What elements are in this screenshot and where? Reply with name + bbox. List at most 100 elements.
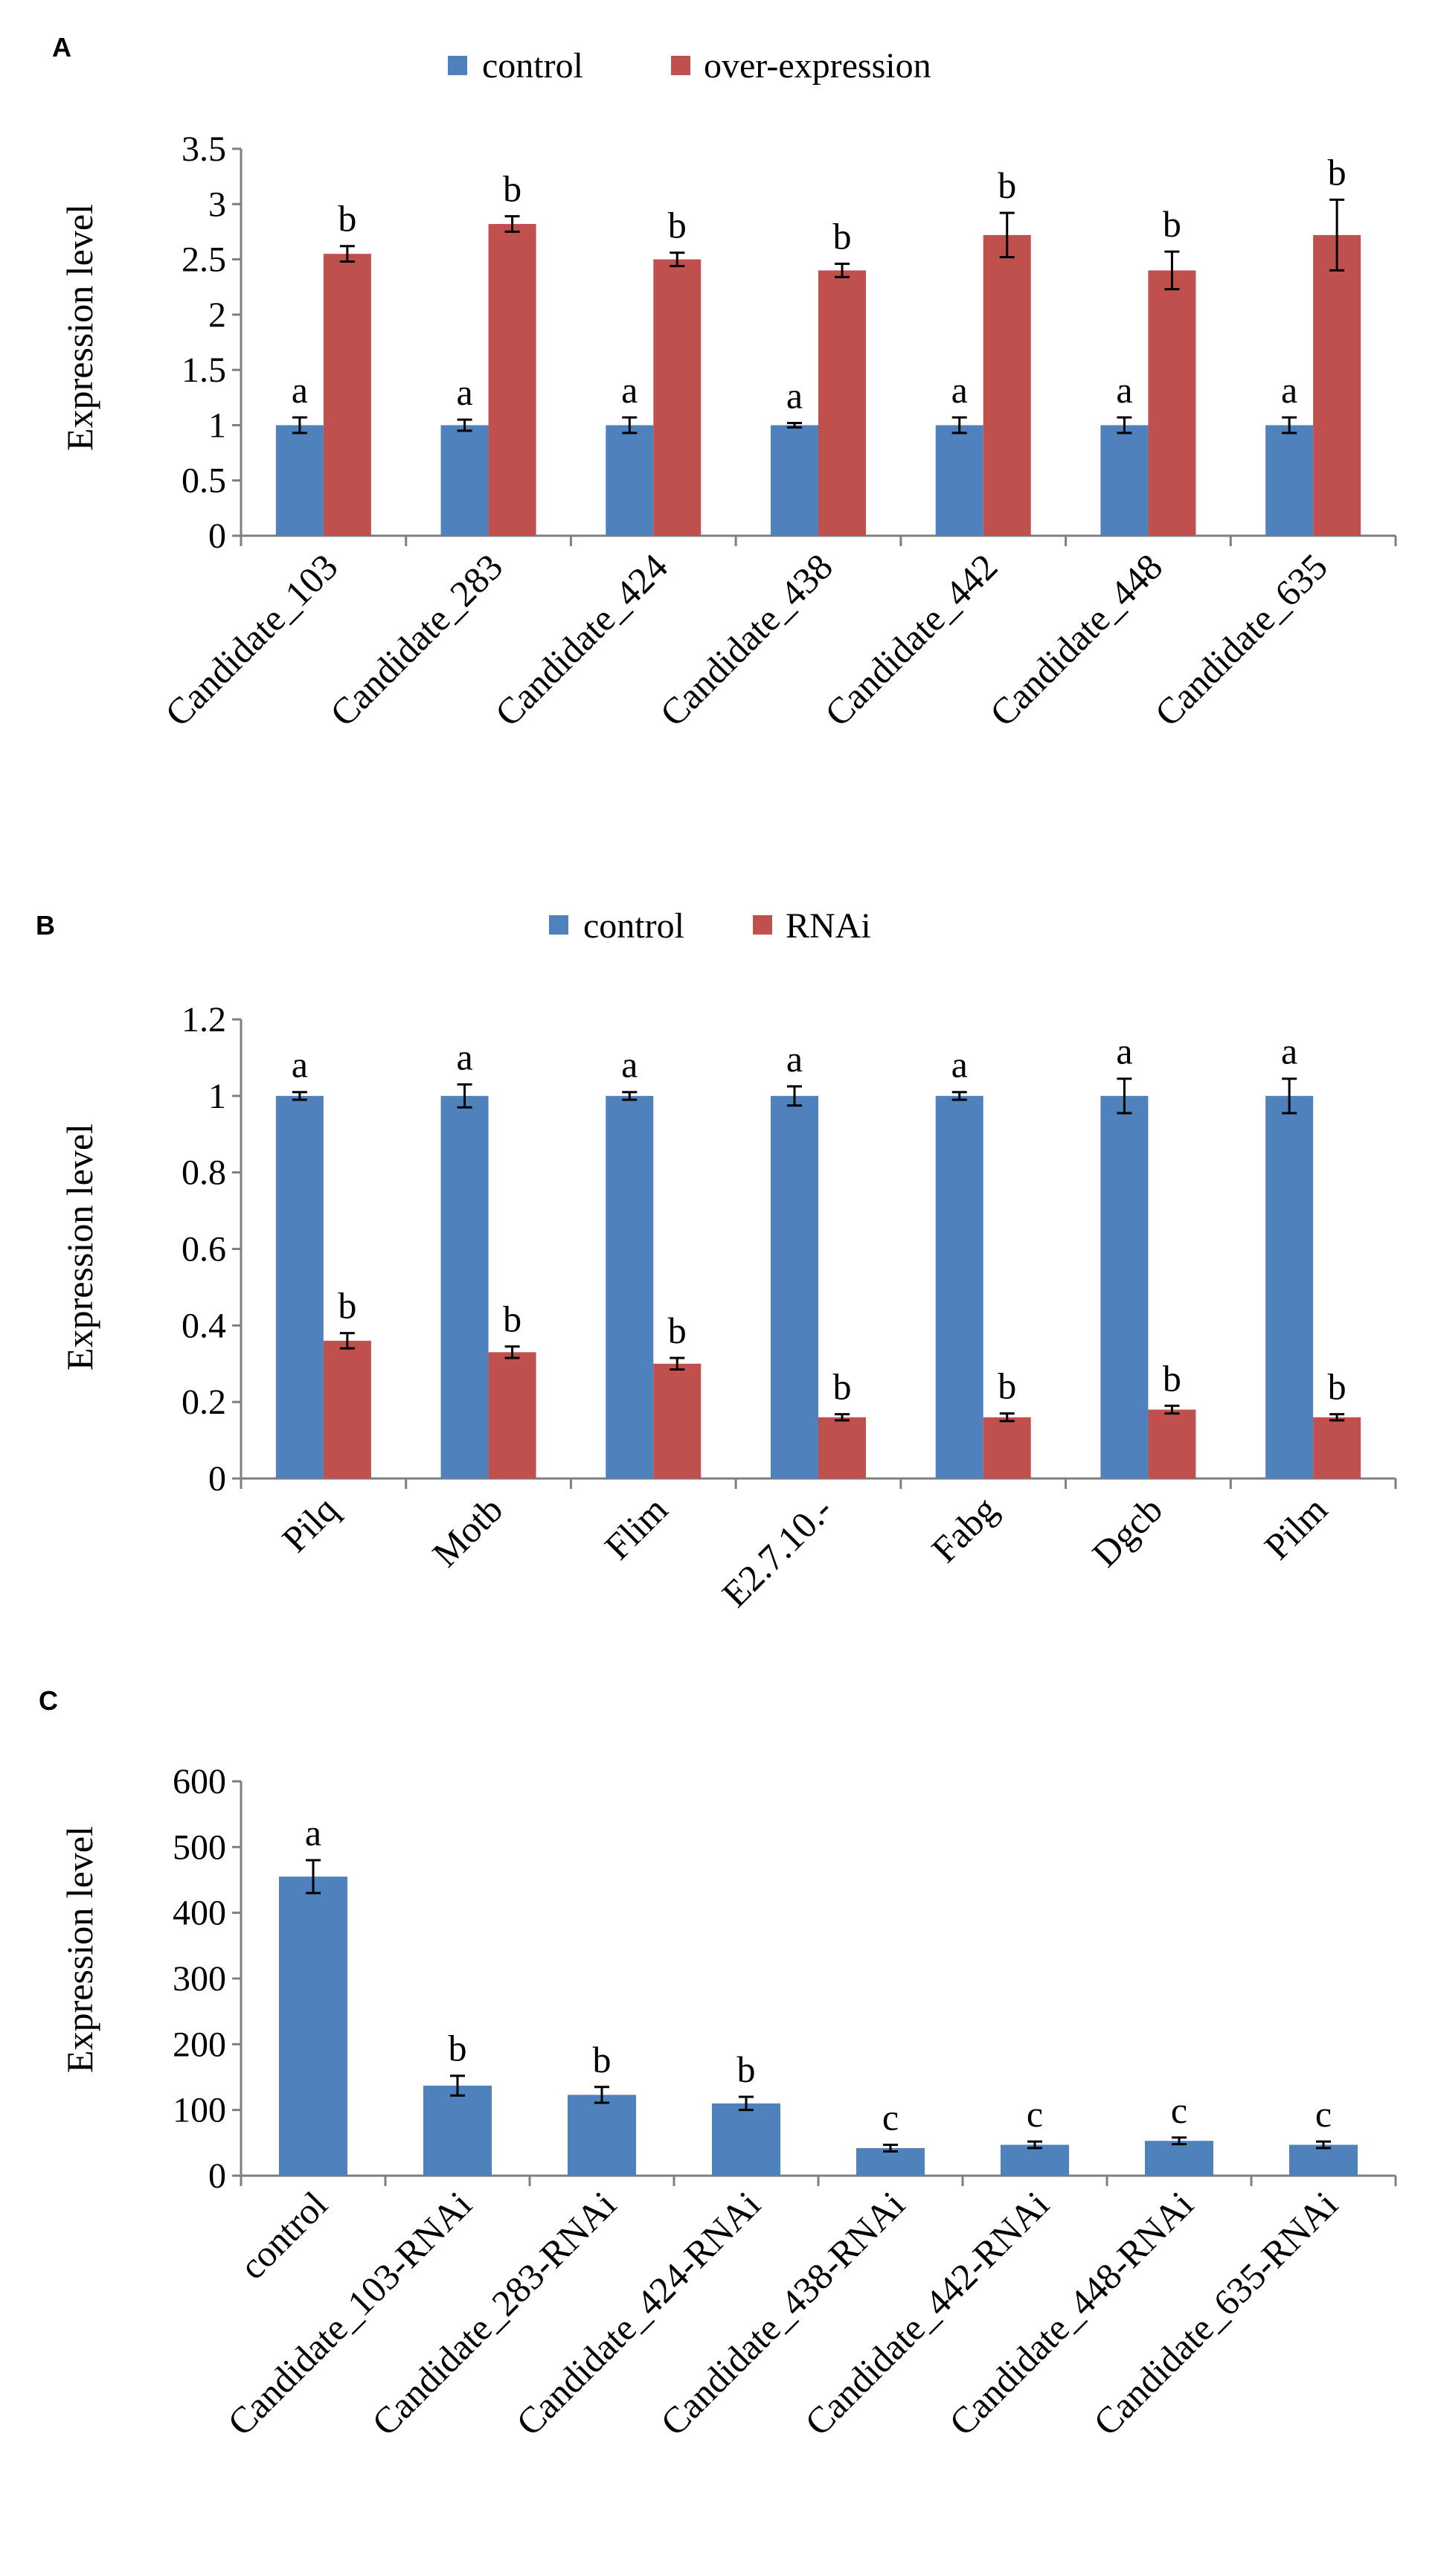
bar-expression-candidate-448-rnai: [1145, 2141, 1213, 2176]
panel-c-y-axis-label: Expression level: [59, 1826, 100, 2073]
y-tick-label: 0.2: [182, 1382, 226, 1422]
bar-control-candidate-103: [275, 425, 324, 536]
significance-label: a: [786, 374, 803, 416]
bar-control-flim: [606, 1095, 654, 1478]
legend-swatch-over-expression: [671, 56, 690, 75]
significance-label: a: [621, 369, 638, 411]
y-tick-label: 0.4: [182, 1306, 226, 1345]
bar-over-expression-candidate-635: [1313, 234, 1361, 536]
significance-label: a: [1116, 369, 1132, 411]
y-tick-label: 3.5: [182, 129, 226, 169]
bar-expression-candidate-438-rnai: [856, 2147, 925, 2176]
y-tick-label: 2.5: [182, 240, 226, 280]
significance-label: a: [951, 369, 968, 411]
significance-label: b: [503, 168, 521, 210]
significance-label: a: [1281, 1031, 1297, 1072]
significance-label: b: [833, 216, 852, 257]
significance-label: b: [338, 198, 356, 240]
significance-label: a: [951, 1044, 968, 1086]
legend-label-control: control: [583, 906, 684, 946]
y-tick-label: 0.8: [182, 1153, 226, 1193]
bar-control-motb: [440, 1095, 489, 1478]
legend-label-control: control: [482, 46, 583, 86]
significance-label: b: [998, 1365, 1016, 1407]
bar-rnai-e2-7-10: [818, 1417, 866, 1478]
y-tick-label: 0: [208, 516, 226, 556]
legend-swatch-control: [448, 56, 467, 75]
bar-control-candidate-448: [1100, 425, 1149, 536]
significance-label: b: [668, 1310, 687, 1351]
bar-control-candidate-424: [606, 425, 654, 536]
panel-c-letter: C: [39, 1685, 58, 1716]
y-tick-label: 200: [173, 2025, 226, 2064]
y-tick-label: 600: [173, 1762, 226, 1801]
significance-label: a: [1281, 369, 1297, 411]
bar-control-pilq: [275, 1095, 324, 1478]
bar-rnai-fabg: [983, 1417, 1031, 1478]
bar-expression-candidate-635-rnai: [1289, 2144, 1358, 2176]
significance-label: a: [456, 1036, 472, 1077]
y-tick-label: 400: [173, 1894, 226, 1933]
legend-swatch-rnai: [753, 915, 772, 935]
bar-rnai-pilq: [323, 1340, 371, 1478]
significance-label: a: [292, 369, 308, 411]
y-tick-label: 2: [208, 295, 226, 335]
significance-label: b: [1328, 151, 1346, 193]
y-tick-label: 300: [173, 1959, 226, 1999]
bar-control-pilm: [1265, 1095, 1314, 1478]
bar-expression-candidate-424-rnai: [712, 2103, 780, 2176]
bar-rnai-dgcb: [1148, 1409, 1196, 1478]
significance-label: b: [449, 2028, 467, 2069]
y-tick-label: 0.5: [182, 461, 226, 501]
significance-label: a: [292, 1044, 308, 1086]
bar-control-candidate-442: [935, 425, 983, 536]
y-tick-label: 1: [208, 1077, 226, 1116]
panel-b-legend: control RNAi: [549, 906, 871, 946]
bar-over-expression-candidate-283: [488, 224, 536, 536]
panel-a-y-axis-label: Expression level: [59, 204, 100, 451]
bar-over-expression-candidate-424: [653, 259, 702, 536]
significance-label: b: [833, 1366, 852, 1408]
bar-rnai-motb: [488, 1352, 536, 1478]
panel-b-y-axis-label: Expression level: [59, 1124, 100, 1371]
bar-control-e2-7-10: [771, 1095, 818, 1478]
significance-label: a: [786, 1038, 803, 1080]
bar-control-fabg: [935, 1095, 983, 1478]
y-tick-label: 100: [173, 2091, 226, 2130]
bar-expression-candidate-283-rnai: [568, 2095, 636, 2176]
bar-over-expression-candidate-442: [983, 234, 1031, 536]
y-tick-label: 0: [208, 1459, 226, 1499]
legend-label-over-expression: over-expression: [704, 46, 931, 86]
panel-b-letter: B: [36, 910, 55, 941]
legend-swatch-control: [549, 915, 568, 935]
significance-label: b: [503, 1298, 521, 1340]
significance-label: b: [737, 2048, 756, 2090]
significance-label: a: [305, 1812, 321, 1853]
panel-a-letter: A: [52, 32, 71, 63]
y-tick-label: 0: [208, 2156, 226, 2196]
bar-control-candidate-283: [440, 425, 489, 536]
y-tick-label: 1.5: [182, 350, 226, 390]
significance-label: b: [998, 164, 1016, 206]
bar-expression-control: [279, 1877, 347, 2176]
significance-label: b: [593, 2039, 612, 2080]
significance-label: a: [1116, 1031, 1132, 1072]
significance-label: c: [882, 2096, 899, 2138]
significance-label: b: [668, 205, 687, 246]
bar-over-expression-candidate-448: [1148, 270, 1196, 536]
bar-control-candidate-438: [771, 425, 818, 536]
bar-over-expression-candidate-103: [323, 254, 371, 536]
significance-label: a: [621, 1044, 638, 1086]
y-tick-label: 1.2: [182, 1000, 226, 1039]
y-tick-label: 3: [208, 185, 226, 224]
bar-over-expression-candidate-438: [818, 270, 866, 536]
significance-label: b: [1328, 1366, 1346, 1408]
legend-label-rnai: RNAi: [786, 906, 871, 946]
panel-a-legend: control over-expression: [448, 46, 931, 86]
bar-expression-candidate-103-rnai: [423, 2085, 492, 2176]
y-tick-label: 1: [208, 406, 226, 445]
significance-label: b: [1163, 203, 1181, 245]
bar-rnai-pilm: [1313, 1417, 1361, 1478]
y-tick-label: 500: [173, 1827, 226, 1867]
